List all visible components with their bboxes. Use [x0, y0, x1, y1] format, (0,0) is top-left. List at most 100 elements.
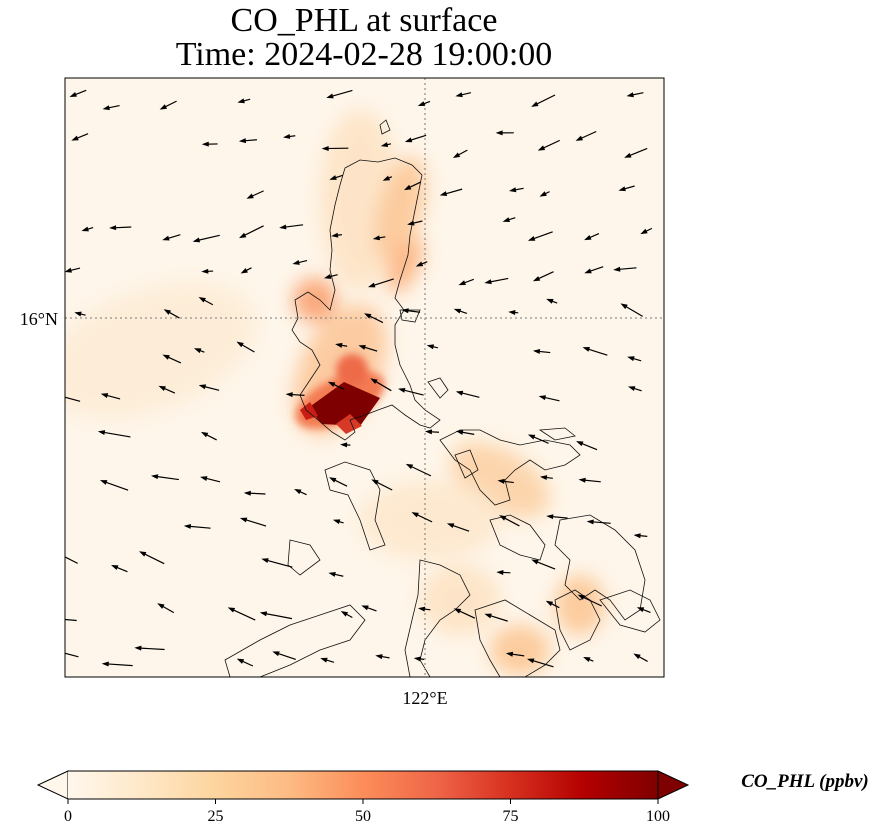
wind-arrow — [198, 384, 220, 391]
wind-arrow — [340, 442, 351, 448]
wind-arrow — [484, 613, 508, 622]
wind-arrow — [192, 234, 220, 243]
coastlines — [224, 119, 661, 677]
wind-arrow — [335, 342, 348, 348]
wind-arrow — [193, 348, 205, 354]
wind-arrow — [292, 259, 308, 265]
wind-arrow — [415, 261, 428, 267]
wind-arrow — [531, 559, 556, 570]
wind-arrow — [162, 234, 181, 241]
wind-arrow — [495, 130, 514, 136]
wind-arrow — [484, 277, 509, 285]
map-frame — [64, 77, 665, 678]
wind-arrow — [613, 266, 637, 272]
wind-arrow — [102, 104, 120, 111]
wind-arrow — [321, 145, 349, 151]
wind-arrow — [497, 478, 514, 484]
wind-arrow — [370, 378, 392, 392]
wind-arrow — [283, 133, 296, 139]
wind-arrow — [618, 185, 635, 192]
wind-arrow — [99, 480, 129, 491]
wind-arrow — [201, 141, 218, 147]
wind-arrow — [158, 385, 176, 394]
wind-arrow — [624, 147, 648, 158]
wind-arrow — [401, 308, 421, 314]
wind-arrow — [238, 138, 257, 144]
wind-arrow — [455, 390, 480, 398]
wind-arrow — [413, 656, 425, 662]
wind-arrow — [157, 603, 175, 614]
wind-arrow — [329, 477, 348, 487]
wind-arrow — [633, 533, 648, 539]
wind-arrow — [627, 386, 642, 392]
colorbar-tick-label: 100 — [646, 808, 670, 825]
wind-vectors — [65, 89, 653, 668]
wind-arrow — [411, 512, 433, 523]
wind-arrow — [546, 514, 568, 520]
colorbar-title: CO_PHL (ppbv) — [741, 771, 869, 792]
wind-arrow — [582, 347, 608, 356]
colorbar-extend-max — [657, 770, 690, 800]
wind-arrow — [505, 651, 525, 657]
wind-arrow — [81, 226, 94, 232]
wind-arrow — [453, 608, 476, 619]
wind-arrow — [326, 89, 353, 99]
wind-arrow — [539, 191, 550, 197]
lon-label: 122°E — [402, 688, 447, 708]
wind-arrow — [382, 175, 393, 181]
wind-arrow — [538, 395, 560, 402]
wind-arrow — [65, 396, 81, 402]
wind-arrow — [332, 519, 344, 525]
wind-arrow — [375, 654, 390, 660]
wind-arrow — [239, 517, 267, 527]
wind-arrow — [455, 429, 475, 435]
co-hotspot — [308, 382, 380, 426]
wind-arrow — [584, 233, 600, 241]
wind-arrow — [364, 313, 384, 324]
wind-arrow — [417, 100, 431, 107]
wind-arrow — [531, 94, 556, 107]
wind-arrow — [626, 92, 644, 98]
wind-arrow — [446, 523, 470, 532]
wind-arrow — [532, 271, 554, 282]
wind-arrow — [159, 100, 177, 110]
wind-arrow — [323, 274, 338, 279]
colorbar-extend-min — [36, 770, 69, 800]
title-line-2: Time: 2024-02-28 19:00:00 — [175, 36, 553, 73]
wind-arrow — [546, 298, 558, 304]
wind-arrow — [259, 611, 293, 620]
wind-arrow — [294, 488, 307, 496]
wind-arrow — [527, 231, 553, 241]
wind-arrow — [380, 142, 392, 148]
colorbar-tick-label: 25 — [208, 808, 224, 825]
wind-arrow — [403, 181, 421, 191]
map-title: CO_PHL at surface Time: 2024-02-28 19:00… — [0, 4, 728, 72]
wind-arrow — [426, 344, 438, 350]
wind-arrow — [320, 657, 335, 663]
wind-arrow — [200, 431, 217, 441]
colorbar-tick-label: 50 — [355, 808, 371, 825]
colorbar-gradient — [68, 771, 658, 799]
wind-arrow — [452, 149, 468, 158]
wind-arrow — [243, 490, 266, 496]
wind-arrow — [404, 134, 427, 143]
wind-arrow — [455, 92, 472, 98]
wind-arrow — [109, 225, 132, 231]
wind-arrow — [537, 139, 561, 151]
wind-arrow — [502, 217, 516, 222]
wind-arrow — [151, 474, 179, 481]
wind-arrow — [331, 232, 342, 238]
wind-arrow — [285, 392, 305, 398]
wind-arrow — [65, 556, 78, 564]
wind-arrow — [499, 515, 520, 527]
wind-arrow — [453, 308, 468, 315]
wind-arrow — [526, 658, 554, 668]
wind-arrow — [101, 661, 133, 667]
wind-arrow — [162, 354, 182, 364]
wind-arrow — [65, 652, 79, 658]
wind-arrow — [361, 605, 377, 612]
wind-arrow — [246, 190, 264, 199]
wind-arrow — [527, 434, 549, 444]
wind-arrow — [74, 311, 86, 317]
wind-arrow — [69, 89, 87, 97]
